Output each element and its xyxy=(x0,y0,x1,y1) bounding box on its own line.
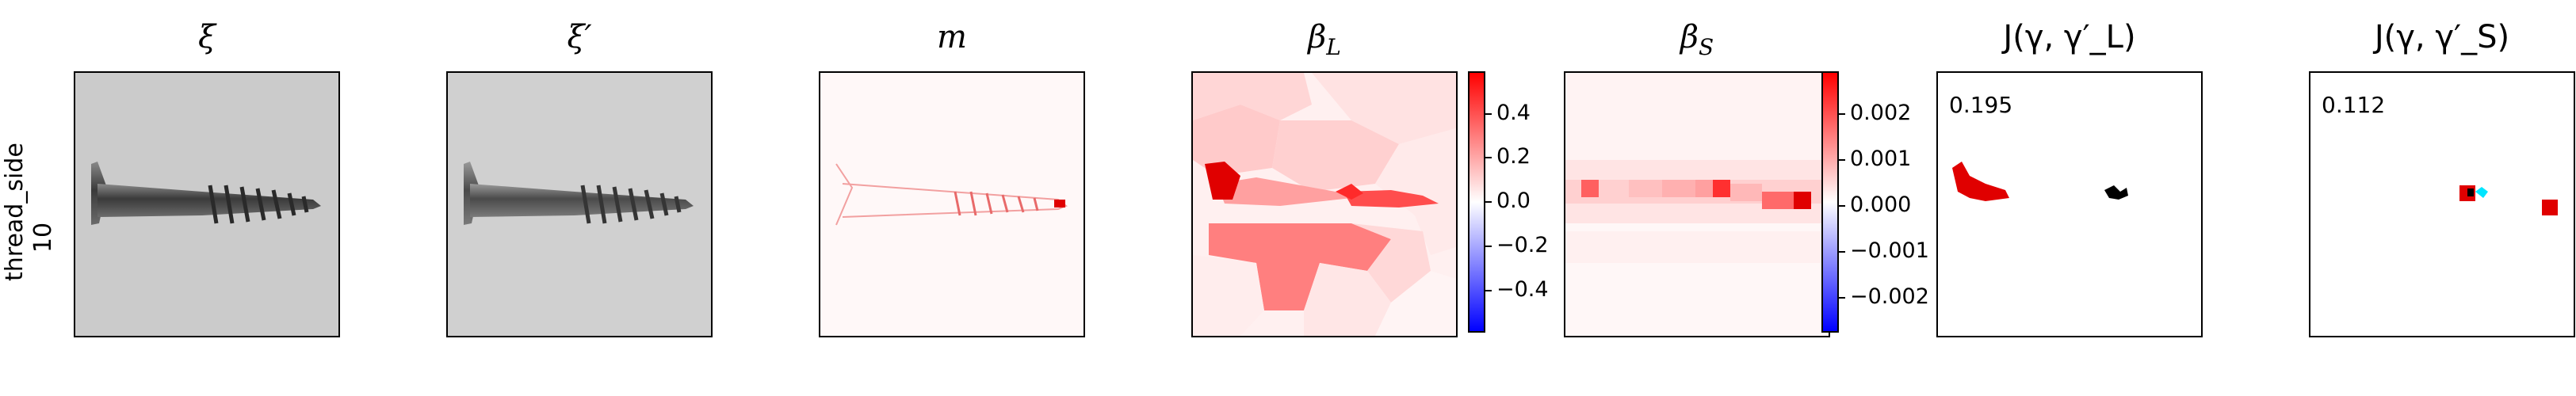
panel-j-l-overlap: 0.195 xyxy=(1936,71,2203,337)
cbar-l-tickmark-2 xyxy=(1485,157,1492,158)
cbar-s-tickmark-5 xyxy=(1839,297,1845,299)
row-label: thread_side 10 xyxy=(1,143,64,281)
cbar-l-tickmark-3 xyxy=(1485,201,1492,203)
panel-title-beta-s: βS xyxy=(1564,17,1830,67)
panel-title-j-l: J(γ, γ′_L) xyxy=(2003,19,2136,55)
beta-s-grid-map xyxy=(1565,73,1829,336)
beta-s-symbol: β xyxy=(1680,19,1699,55)
cbar-s-tick-5: −0.002 xyxy=(1850,284,1929,309)
beta-l-symbol: β xyxy=(1308,19,1327,55)
cbar-l-tick-3: 0.0 xyxy=(1496,188,1531,213)
cbar-l-tick-1: 0.4 xyxy=(1496,101,1531,125)
j-s-overlap-map xyxy=(2459,185,2558,215)
panel-title-j-s: J(γ, γ′_S) xyxy=(2374,19,2510,55)
panel-j-s-overlap: 0.112 xyxy=(2309,71,2575,337)
screw-image-original xyxy=(75,73,338,336)
cbar-s-tickmark-4 xyxy=(1839,251,1845,253)
cbar-s-tick-3: 0.000 xyxy=(1850,192,1912,217)
difference-map xyxy=(820,73,1084,336)
cbar-l-tick-5: −0.4 xyxy=(1496,277,1549,302)
cbar-s-tick-4: −0.001 xyxy=(1850,238,1929,263)
panel-beta-s-map xyxy=(1564,71,1830,337)
row-label-line-2: 10 xyxy=(29,222,57,253)
cbar-s-tickmark-1 xyxy=(1839,113,1845,115)
panel-title-xi: ξ xyxy=(197,19,216,55)
screw-image-reconstructed xyxy=(448,73,711,336)
cbar-l-tick-2: 0.2 xyxy=(1496,144,1531,169)
cbar-l-tick-4: −0.2 xyxy=(1496,233,1549,257)
beta-s-subscript: S xyxy=(1698,34,1714,60)
j-s-score: 0.112 xyxy=(2322,92,2386,118)
panel-title-m: m xyxy=(937,19,967,55)
beta-l-subscript: L xyxy=(1326,34,1341,60)
panel-xi-prime-image xyxy=(446,71,713,337)
cbar-l-tickmark-5 xyxy=(1485,290,1492,291)
cbar-l-tickmark-4 xyxy=(1485,246,1492,247)
cbar-s-tick-1: 0.002 xyxy=(1850,101,1912,125)
panel-title-xi-prime: ξ′ xyxy=(567,19,592,55)
panel-beta-l-map xyxy=(1191,71,1458,337)
beta-l-superpixel-map xyxy=(1193,73,1456,336)
panel-title-beta-l: βL xyxy=(1191,17,1458,67)
cbar-s-tick-2: 0.001 xyxy=(1850,147,1912,171)
cbar-l-tickmark-1 xyxy=(1485,113,1492,115)
cbar-s-tickmark-2 xyxy=(1839,159,1845,161)
panel-xi-image xyxy=(74,71,340,337)
panel-m-map xyxy=(819,71,1085,337)
cbar-s-tickmark-3 xyxy=(1839,205,1845,207)
row-label-line-1: thread_side xyxy=(1,143,29,281)
colorbar-beta-s xyxy=(1821,71,1839,333)
j-l-overlap-map xyxy=(1952,162,2128,201)
j-l-score: 0.195 xyxy=(1949,92,2013,118)
colorbar-beta-l xyxy=(1468,71,1485,333)
